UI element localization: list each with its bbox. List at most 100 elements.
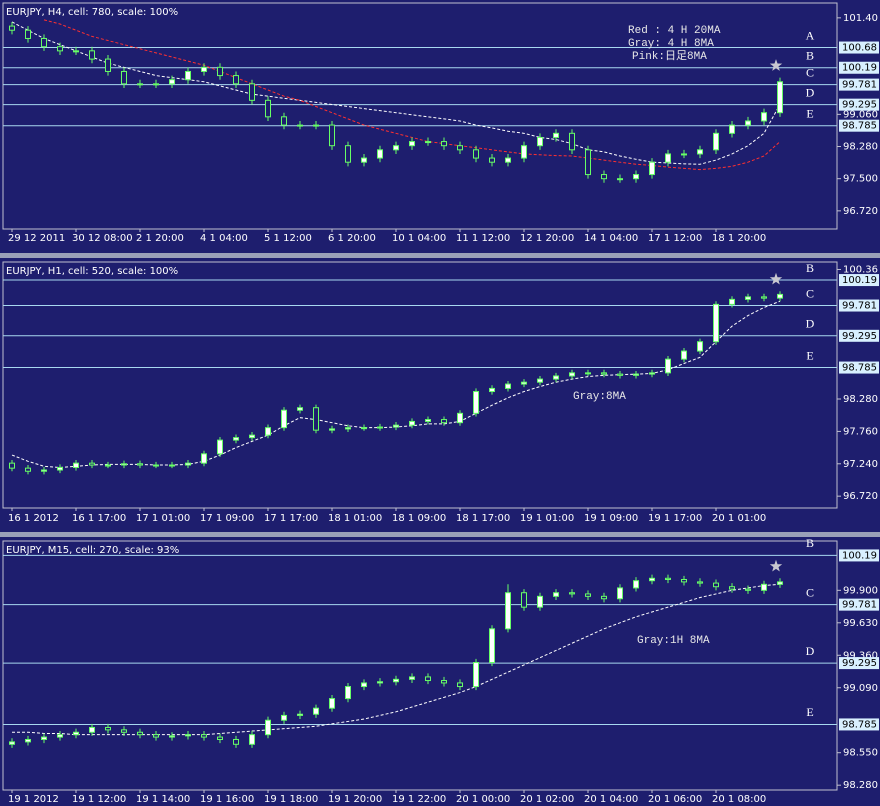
candle-body (521, 592, 527, 608)
candle-body (345, 145, 351, 163)
x-tick-label: 19 1 14:00 (136, 794, 190, 805)
candle-body (201, 453, 207, 464)
annotation: Gray:8MA (573, 391, 626, 403)
candle-body (697, 149, 703, 155)
candle-body (233, 75, 239, 85)
candle-body (697, 581, 703, 584)
x-tick-label: 18 1 17:00 (456, 513, 510, 524)
candle-body (665, 153, 671, 163)
candle-body (681, 350, 687, 360)
level-price: 99.295 (842, 331, 877, 342)
candle-body (57, 46, 63, 52)
candle-body (217, 736, 223, 740)
candle-body (41, 736, 47, 740)
y-tick-label: 98.550 (843, 748, 878, 759)
candle-body (633, 373, 639, 376)
candle-body (233, 437, 239, 441)
level-price: 100.19 (842, 275, 877, 286)
level-price: 98.785 (842, 121, 877, 132)
level-price-box (839, 41, 879, 54)
star-marker (769, 272, 783, 285)
candle-body (441, 419, 447, 424)
candle-body (185, 462, 191, 466)
x-tick-label: 2 1 20:00 (136, 233, 184, 244)
x-tick-label: 19 1 20:00 (328, 794, 382, 805)
y-tick-label: 97.760 (843, 426, 878, 437)
candle-body (505, 592, 511, 630)
level-price-box (839, 598, 879, 611)
level-name: D (806, 644, 815, 658)
candle-body (713, 303, 719, 343)
candle-body (249, 734, 255, 745)
x-tick-label: 4 1 04:00 (200, 233, 248, 244)
candle-body (457, 412, 463, 424)
level-name: C (806, 65, 814, 79)
y-tick-label: 99.900 (843, 585, 878, 596)
y-tick-label: 98.280 (843, 780, 878, 791)
candle-body (121, 463, 127, 466)
level-price-box (839, 657, 879, 670)
candle-body (409, 420, 415, 426)
candle-body (473, 661, 479, 688)
x-tick-label: 14 1 04:00 (584, 233, 638, 244)
level-name: D (806, 317, 815, 331)
candle-body (585, 372, 591, 375)
candle-body (601, 595, 607, 600)
level-price-box (839, 119, 879, 132)
candle-body (329, 428, 335, 431)
candle-body (777, 581, 783, 585)
candle-body (777, 293, 783, 299)
candle-body (137, 731, 143, 736)
candle-body (121, 70, 127, 85)
candle-body (377, 681, 383, 684)
candle-body (441, 141, 447, 147)
candle-body (729, 298, 735, 305)
candle-body (297, 407, 303, 411)
y-tick-label: 101.40 (843, 13, 878, 24)
level-name: B (806, 536, 814, 550)
candle-body (617, 373, 623, 376)
candle-body (409, 141, 415, 147)
candle-body (553, 375, 559, 380)
candle-body (377, 149, 383, 159)
x-tick-label: 20 1 06:00 (648, 794, 702, 805)
candle-body (137, 463, 143, 466)
y-tick-label: 98.280 (843, 142, 878, 153)
candle-body (9, 25, 15, 31)
candle-body (201, 66, 207, 72)
candle-body (73, 462, 79, 469)
candle-body (217, 66, 223, 77)
candle-body (345, 686, 351, 700)
candle-body (361, 157, 367, 163)
candle-body (89, 726, 95, 733)
level-name: E (806, 348, 813, 362)
level-name: B (806, 261, 814, 275)
x-tick-label: 19 1 2012 (8, 794, 59, 805)
candle-body (137, 83, 143, 86)
moving-average (12, 583, 781, 736)
candle-body (297, 713, 303, 716)
candle-body (313, 407, 319, 431)
level-price: 100.68 (842, 43, 877, 54)
candle-body (169, 735, 175, 738)
x-tick-label: 19 1 18:00 (264, 794, 318, 805)
candle-body (665, 358, 671, 374)
candle-body (425, 141, 431, 144)
candle-body (329, 124, 335, 147)
candle-body (105, 726, 111, 731)
candle-body (25, 738, 31, 743)
candle-body (585, 593, 591, 597)
candle-body (745, 296, 751, 300)
level-name: E (806, 106, 813, 120)
panel-separator (0, 532, 880, 537)
candle-body (249, 83, 255, 101)
candle-body (745, 588, 751, 591)
x-tick-label: 16 1 2012 (8, 513, 59, 524)
candle-body (73, 731, 79, 736)
level-name: E (806, 705, 813, 719)
x-tick-label: 18 1 09:00 (392, 513, 446, 524)
candle-body (185, 734, 191, 737)
y-tick-label: 97.500 (843, 174, 878, 185)
candle-body (121, 729, 127, 733)
candle-body (297, 124, 303, 127)
